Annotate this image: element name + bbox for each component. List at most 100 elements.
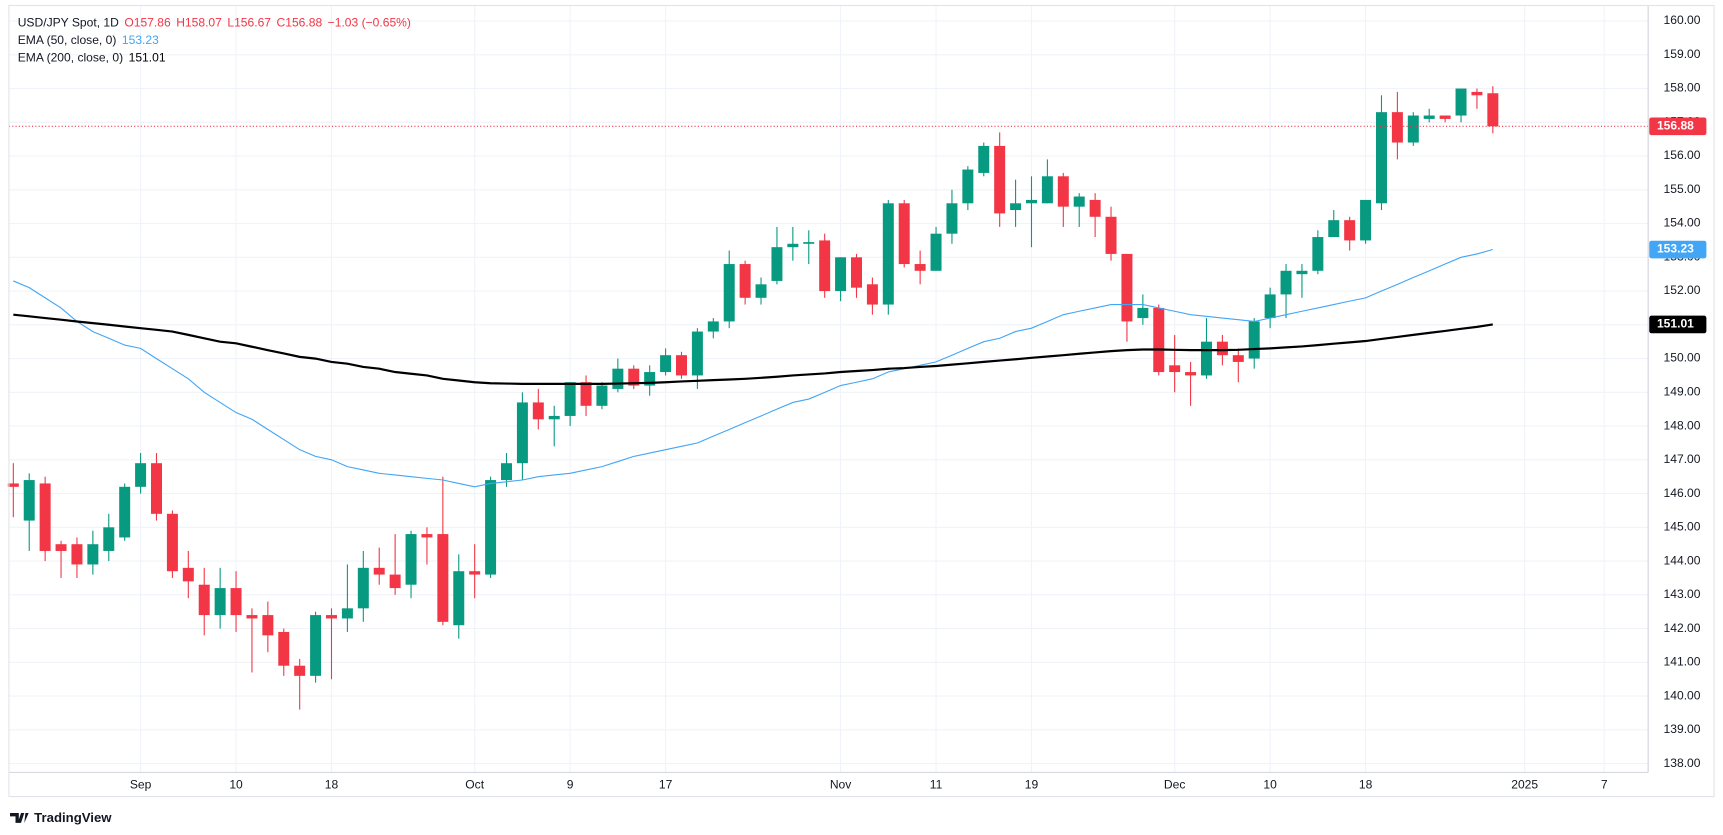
legend-series-name: EMA (200, close, 0) — [18, 50, 123, 64]
candle-body — [755, 284, 767, 298]
x-tick-label: Oct — [465, 778, 484, 792]
candle-body — [803, 242, 815, 244]
x-tick-label: 10 — [1263, 778, 1277, 792]
candle-body — [1169, 365, 1181, 373]
axes: 138.00 139.00 140.00 141.00 142.00 143.00 144.… — [130, 13, 1707, 792]
candle-body — [500, 463, 512, 481]
candle-body — [151, 463, 162, 514]
y-tick-label: 158.00 — [1664, 81, 1701, 95]
candle-body — [580, 382, 592, 406]
candle-body — [596, 385, 608, 406]
candle-body — [103, 527, 115, 551]
candle-body — [246, 615, 258, 619]
candle-body — [1057, 176, 1069, 207]
price-badge — [1649, 315, 1707, 334]
legend-quote: −1.03 (−0.65%) — [328, 15, 411, 29]
candle-body — [1296, 270, 1308, 275]
logo: TradingView — [10, 810, 112, 825]
y-tick-label: 140.00 — [1664, 688, 1701, 702]
y-tick-label: 141.00 — [1664, 655, 1701, 669]
candle-body — [310, 615, 322, 676]
candle-body — [453, 571, 465, 626]
candle-body — [835, 257, 847, 292]
price-badge-label: 151.01 — [1657, 317, 1694, 331]
x-tick-label: 9 — [567, 778, 574, 792]
candle-body — [866, 284, 878, 305]
candle-body — [1360, 199, 1372, 241]
candle-body — [660, 355, 672, 373]
candle-body — [1232, 355, 1244, 362]
y-tick-label: 154.00 — [1664, 216, 1701, 230]
candle-body — [166, 513, 178, 572]
candle-body — [294, 665, 306, 676]
candle-body — [262, 615, 274, 636]
legend-quote: C156.88 — [277, 15, 323, 29]
y-tick-label: 156.00 — [1664, 148, 1701, 162]
candle-body — [1487, 93, 1499, 127]
candle-body — [771, 247, 783, 281]
candle-body — [548, 415, 560, 420]
candle-body — [1439, 115, 1451, 119]
y-tick-label: 139.00 — [1664, 722, 1701, 736]
candle-body — [946, 203, 958, 234]
x-tick-label: Dec — [1164, 778, 1185, 792]
candle-body — [707, 321, 719, 332]
y-tick-label: 149.00 — [1664, 384, 1701, 398]
legend-title: USD/JPY Spot, 1D — [18, 15, 119, 29]
watermark: TradingView — [34, 810, 112, 825]
candle-body — [119, 486, 131, 538]
candle-body — [23, 480, 35, 521]
y-tick-label: 159.00 — [1664, 47, 1701, 61]
candle-body — [850, 257, 862, 288]
candle-body — [485, 480, 497, 575]
x-tick-label: 7 — [1601, 778, 1608, 792]
candle-body — [198, 584, 210, 616]
ema-line — [13, 248, 1493, 488]
candle-body — [230, 588, 242, 616]
candle-body — [532, 402, 544, 420]
candle-body — [1407, 115, 1419, 143]
candle-body — [882, 203, 894, 305]
candle-body — [1153, 307, 1165, 373]
candle-body — [1216, 341, 1228, 356]
x-tick-label: 10 — [229, 778, 243, 792]
candle-body — [1089, 199, 1101, 217]
y-tick-label: 145.00 — [1664, 520, 1701, 534]
candle-body — [628, 368, 640, 386]
x-tick-label: 2025 — [1511, 778, 1538, 792]
candle-body — [1248, 321, 1260, 359]
legend-quote: L156.67 — [227, 15, 271, 29]
y-tick-label: 148.00 — [1664, 418, 1701, 432]
candle-body — [1200, 341, 1212, 376]
price-badge-label: 156.88 — [1657, 119, 1694, 133]
candle-body — [962, 169, 974, 204]
x-tick-label: 19 — [1025, 778, 1039, 792]
candle-body — [994, 145, 1006, 214]
y-tick-label: 143.00 — [1664, 587, 1701, 601]
candle-body — [1073, 196, 1085, 207]
legend-series-name: EMA (50, close, 0) — [18, 33, 117, 47]
ema-line — [13, 313, 1493, 385]
candle-body — [644, 372, 656, 386]
x-tick-label: 17 — [659, 778, 673, 792]
frame — [8, 4, 1715, 798]
legend-series-value: 153.23 — [122, 33, 159, 47]
price-badge-label: 153.23 — [1657, 242, 1694, 256]
candle-body — [1455, 88, 1467, 116]
candle-body — [1423, 115, 1435, 119]
candle-body — [914, 264, 926, 271]
candle-body — [87, 544, 99, 565]
candle-body — [357, 567, 369, 609]
candle-body — [341, 608, 353, 619]
candle-body — [1105, 216, 1117, 254]
candle-body — [469, 571, 481, 575]
legend-quote: H158.07 — [176, 15, 222, 29]
candle-body — [723, 264, 735, 322]
candle-body — [1010, 203, 1022, 211]
candle-body — [1391, 112, 1403, 143]
candle-body — [405, 534, 417, 585]
y-tick-label: 160.00 — [1664, 13, 1701, 27]
x-tick-label: 18 — [1359, 778, 1373, 792]
